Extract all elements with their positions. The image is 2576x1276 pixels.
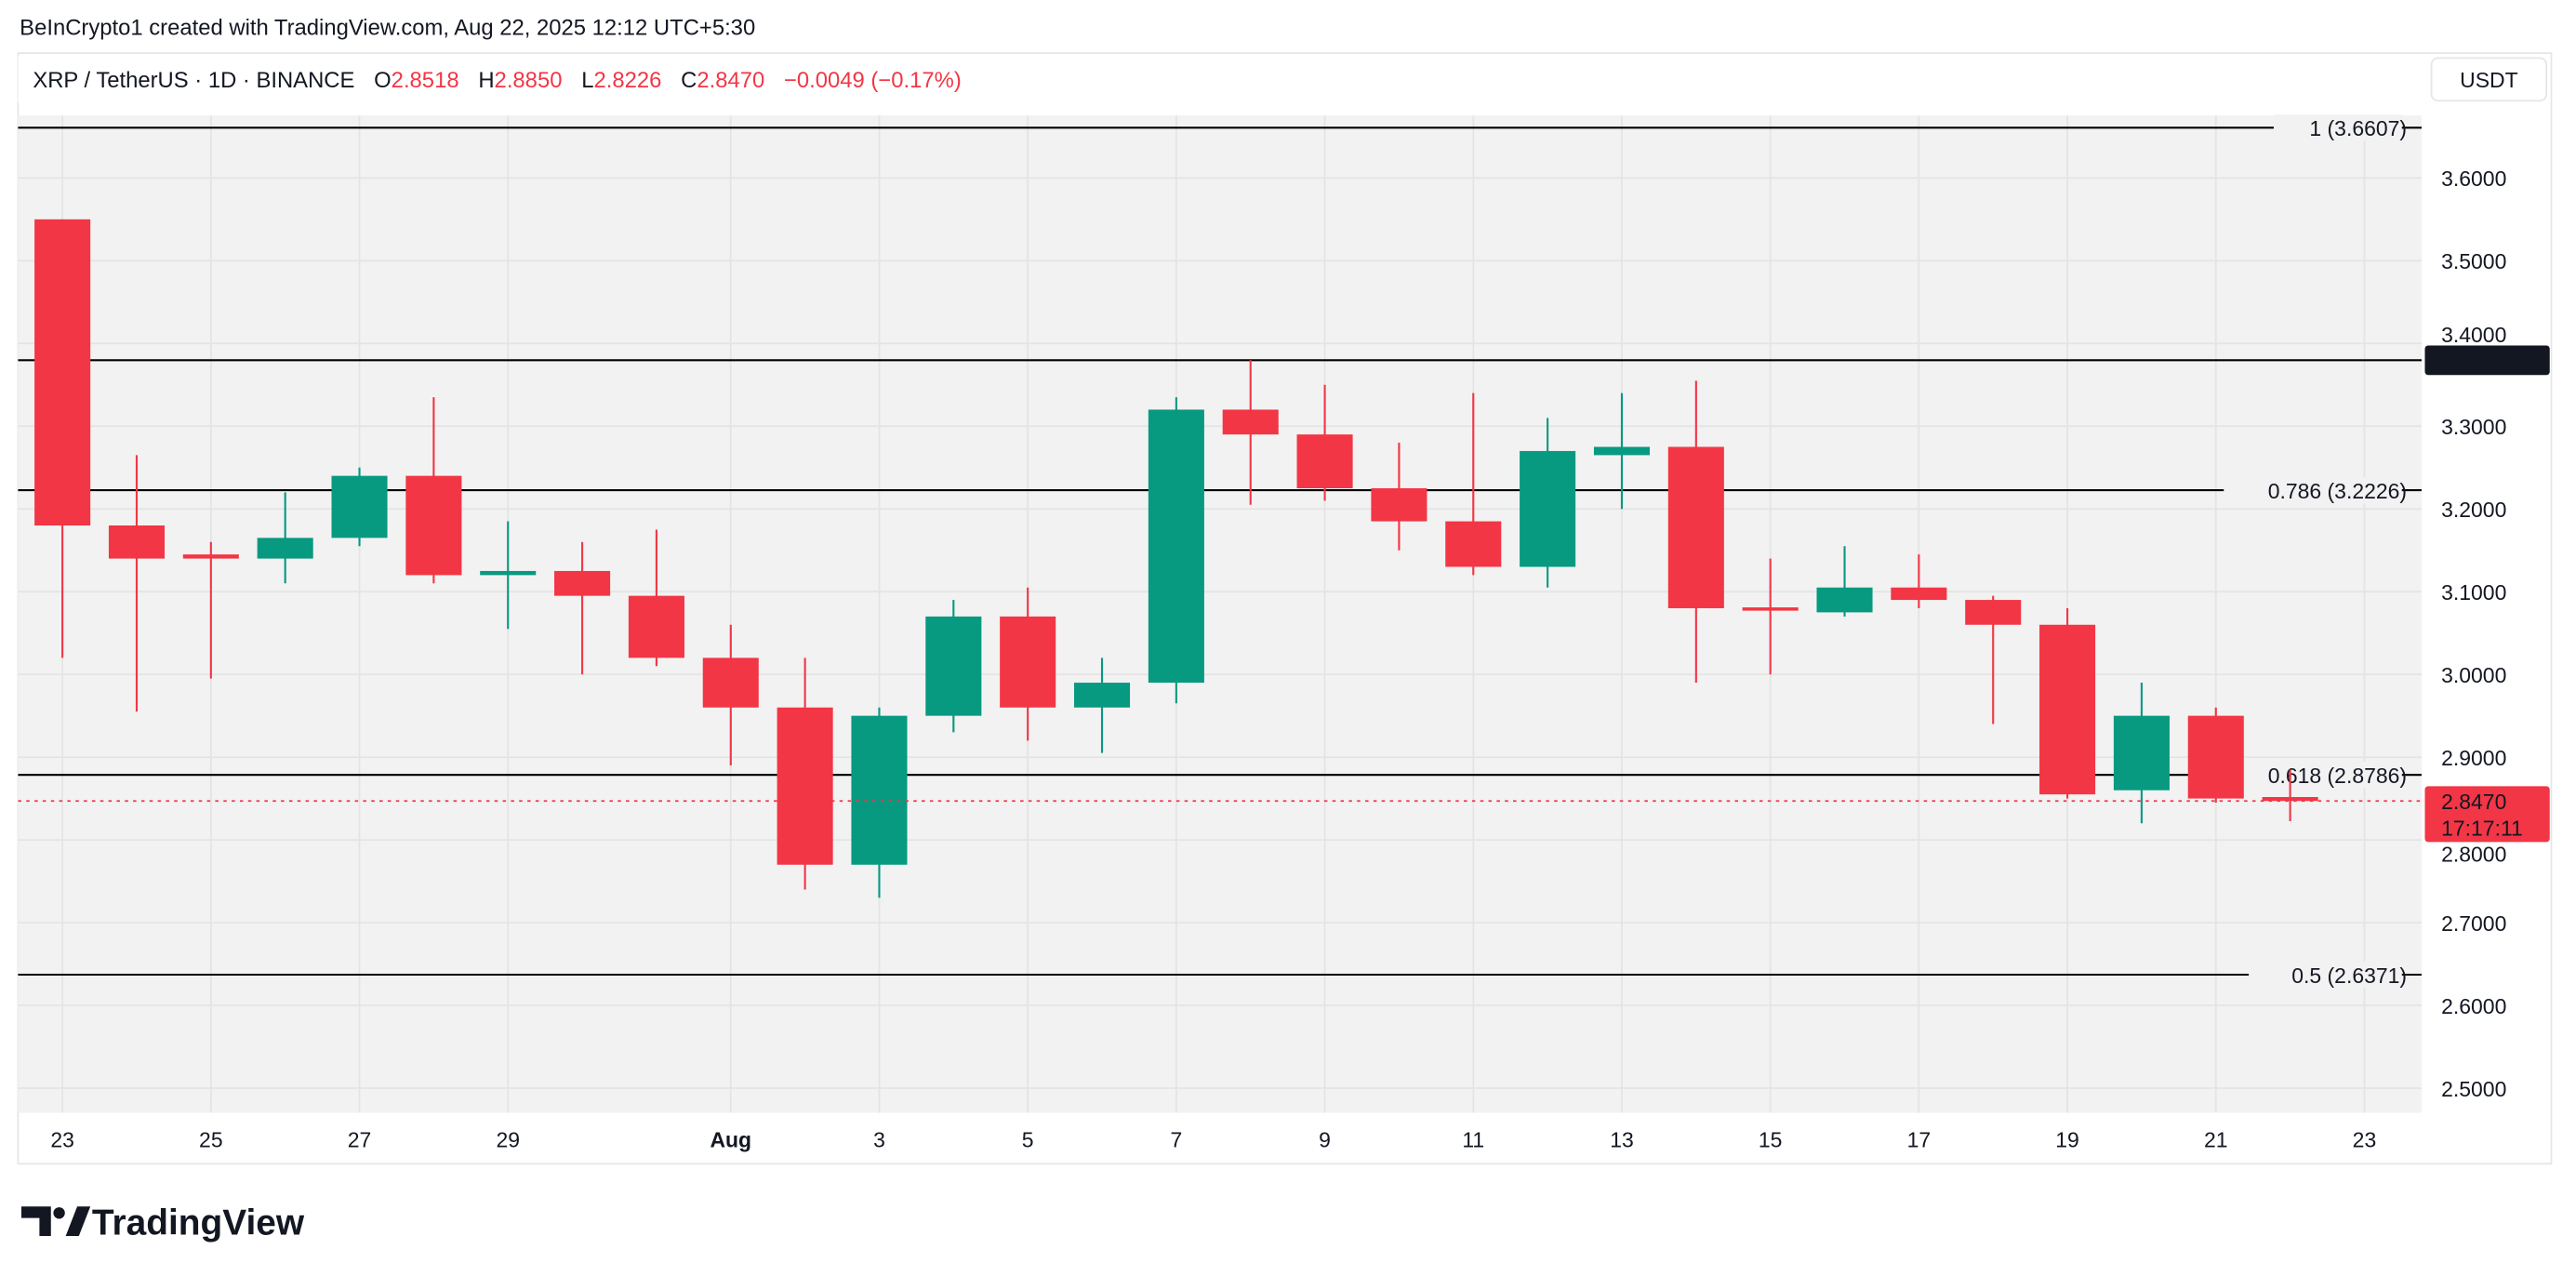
candle-body bbox=[628, 595, 684, 658]
x-tick-label: 15 bbox=[1759, 1128, 1783, 1152]
candle-body bbox=[2187, 715, 2244, 799]
y-tick-label: 2.8000 bbox=[2441, 843, 2506, 867]
legend-bg bbox=[18, 56, 1037, 103]
fib-level-label: 0.786 (3.2226) bbox=[2268, 479, 2407, 503]
fib-label-bg bbox=[2224, 762, 2402, 789]
candle-body bbox=[108, 525, 166, 559]
candle-body bbox=[480, 570, 537, 576]
candle-body bbox=[1891, 587, 1947, 601]
x-tick-label: 29 bbox=[496, 1128, 520, 1152]
x-tick-label: 17 bbox=[1907, 1128, 1932, 1152]
candle-body bbox=[2113, 715, 2170, 791]
y-tick-label: 3.2000 bbox=[2441, 498, 2506, 522]
y-tick-label: 2.6000 bbox=[2441, 994, 2506, 1018]
fib-label-bg bbox=[2224, 476, 2402, 504]
candle-body bbox=[1667, 446, 1724, 608]
last-price-tag bbox=[2424, 786, 2550, 843]
countdown-text: 17:17:11 bbox=[2441, 816, 2523, 840]
fib-label-bg bbox=[2273, 114, 2402, 141]
candle-body bbox=[1148, 409, 1204, 684]
low-value: 2.8226 bbox=[593, 68, 661, 93]
candle-body bbox=[405, 475, 462, 576]
price-axis[interactable]: 3.6000 3.5000 3.4000 3.3000 3.2000 3.1000 3.00… bbox=[2441, 166, 2506, 1101]
candle-body bbox=[702, 658, 759, 708]
fib-retracement[interactable]: 1 (3.6607) 0.786 (3.2226) 0.618 (2.8786) 0.… bbox=[18, 114, 2422, 989]
candle-body bbox=[2262, 796, 2318, 802]
x-tick-label: 19 bbox=[2055, 1128, 2079, 1152]
x-tick-label: 7 bbox=[1170, 1128, 1182, 1152]
y-tick-label: 3.5000 bbox=[2441, 249, 2506, 273]
change-value: −0.0049 (−0.17%) bbox=[784, 68, 962, 93]
y-tick-label: 3.4000 bbox=[2441, 323, 2506, 347]
candle-body bbox=[1296, 434, 1353, 488]
y-tick-label: 3.6000 bbox=[2441, 166, 2506, 191]
high-label: H bbox=[478, 68, 494, 93]
open-label: O bbox=[374, 68, 392, 93]
currency-button[interactable]: USDT bbox=[2430, 57, 2548, 102]
candle-body bbox=[1965, 600, 2022, 625]
candle-body bbox=[1222, 409, 1279, 435]
candle-body bbox=[851, 715, 908, 865]
candle-body bbox=[925, 616, 982, 716]
y-tick-label: 2.5000 bbox=[2441, 1077, 2506, 1101]
last-price-text: 2.8470 bbox=[2441, 790, 2506, 814]
symbol-title: XRP / TetherUS · 1D · BINANCE bbox=[33, 68, 354, 93]
candle-body bbox=[1371, 487, 1427, 522]
x-tick-label: Aug bbox=[710, 1128, 751, 1152]
tradingview-logo-icon bbox=[20, 1206, 91, 1237]
fib-label-bg bbox=[2249, 961, 2402, 989]
low-label: L bbox=[581, 68, 593, 93]
candle-body bbox=[1742, 607, 1799, 611]
x-tick-label: 21 bbox=[2204, 1128, 2228, 1152]
open-value: 2.8518 bbox=[392, 68, 459, 93]
candle-body bbox=[331, 475, 388, 538]
x-tick-label: 11 bbox=[1462, 1128, 1484, 1152]
plot-area[interactable] bbox=[18, 115, 2422, 1113]
candle-body bbox=[1000, 616, 1056, 708]
candle-body bbox=[1445, 521, 1502, 567]
candle-body bbox=[1593, 446, 1651, 456]
symbol-legend: XRP / TetherUS · 1D · BINANCE O2.8518 H2… bbox=[33, 68, 961, 93]
candle-body bbox=[257, 538, 313, 559]
y-tick-label: 2.9000 bbox=[2441, 746, 2506, 770]
currency-label: USDT bbox=[2460, 68, 2517, 92]
candle-body bbox=[554, 570, 611, 596]
candle-body bbox=[1520, 450, 1576, 567]
candle-body bbox=[1073, 683, 1131, 708]
fib-level-label: 0.5 (2.6371) bbox=[2291, 964, 2407, 988]
y-tick-label: 3.1000 bbox=[2441, 580, 2506, 605]
y-tick-label: 3.0000 bbox=[2441, 663, 2506, 687]
high-value: 2.8850 bbox=[495, 68, 563, 93]
x-tick-label: 27 bbox=[348, 1128, 372, 1152]
logo-text: TradingView bbox=[92, 1203, 305, 1243]
candle-body bbox=[182, 554, 239, 559]
x-tick-label: 5 bbox=[1022, 1128, 1034, 1152]
horizontal-line-price-tag bbox=[2424, 345, 2550, 376]
close-label: C bbox=[681, 68, 697, 93]
candle-body bbox=[777, 707, 833, 865]
horizontal-line-price-text: 3.3797 bbox=[2441, 349, 2506, 373]
x-tick-label: 23 bbox=[2353, 1128, 2377, 1152]
time-axis[interactable]: 23 25 27 29 Aug 3 5 7 9 11 13 15 17 19 21 23 bbox=[50, 1128, 2376, 1152]
x-tick-label: 13 bbox=[1610, 1128, 1634, 1152]
fib-level-label: 1 (3.6607) bbox=[2309, 116, 2407, 140]
x-tick-label: 23 bbox=[50, 1128, 74, 1152]
y-tick-label: 2.7000 bbox=[2441, 911, 2506, 936]
candle-body bbox=[2039, 624, 2096, 795]
close-value: 2.8470 bbox=[697, 68, 764, 93]
fib-level-label: 0.618 (2.8786) bbox=[2268, 764, 2407, 788]
candle-body bbox=[1816, 587, 1873, 613]
candle-body bbox=[34, 219, 91, 526]
x-tick-label: 25 bbox=[199, 1128, 223, 1152]
x-tick-label: 9 bbox=[1319, 1128, 1331, 1152]
x-tick-label: 3 bbox=[873, 1128, 885, 1152]
credit-text: BeInCrypto1 created with TradingView.com… bbox=[20, 16, 755, 41]
candles bbox=[34, 219, 2318, 898]
tradingview-logo[interactable]: TradingView bbox=[20, 1203, 305, 1243]
y-tick-label: 3.3000 bbox=[2441, 415, 2506, 439]
